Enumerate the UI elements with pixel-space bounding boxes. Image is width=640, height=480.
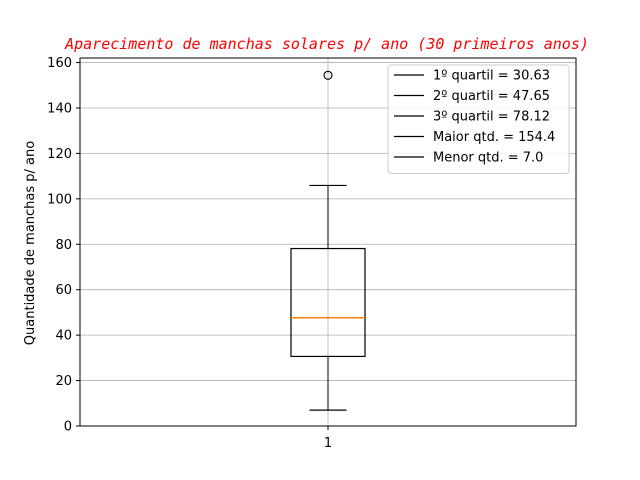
x-axis-ticks: 1 (324, 426, 332, 451)
y-tick-label: 60 (55, 283, 72, 298)
box-plot (290, 70, 366, 411)
legend-entry: 3º quartil = 78.12 (433, 110, 550, 125)
y-tick-label: 140 (47, 101, 72, 116)
y-tick-label: 100 (47, 192, 72, 207)
y-tick-label: 20 (55, 374, 72, 389)
legend-entry: 1º quartil = 30.63 (433, 69, 550, 84)
y-tick-label: 80 (55, 238, 72, 253)
y-axis-ticks: 0 20 40 60 80 100 120 140 160 (47, 56, 80, 435)
y-axis-label: Quantidade de manchas p/ ano (23, 141, 38, 345)
legend-entry: 2º quartil = 47.65 (433, 89, 550, 104)
x-tick-label: 1 (324, 436, 332, 451)
y-tick-label: 120 (47, 147, 72, 162)
y-tick-label: 160 (47, 56, 72, 71)
legend-frame (387, 64, 570, 174)
legend-entry: Menor qtd. = 7.0 (433, 151, 543, 166)
interquartile-box (290, 247, 366, 358)
y-tick-label: 40 (55, 329, 72, 344)
y-tick-label: 0 (64, 420, 72, 435)
legend-entry: Maior qtd. = 154.4 (433, 130, 555, 145)
outlier-point (323, 70, 333, 80)
legend: 1º quartil = 30.63 2º quartil = 47.65 3º q… (387, 64, 570, 174)
chart-title: Aparecimento de manchas solares p/ ano (… (64, 35, 589, 53)
